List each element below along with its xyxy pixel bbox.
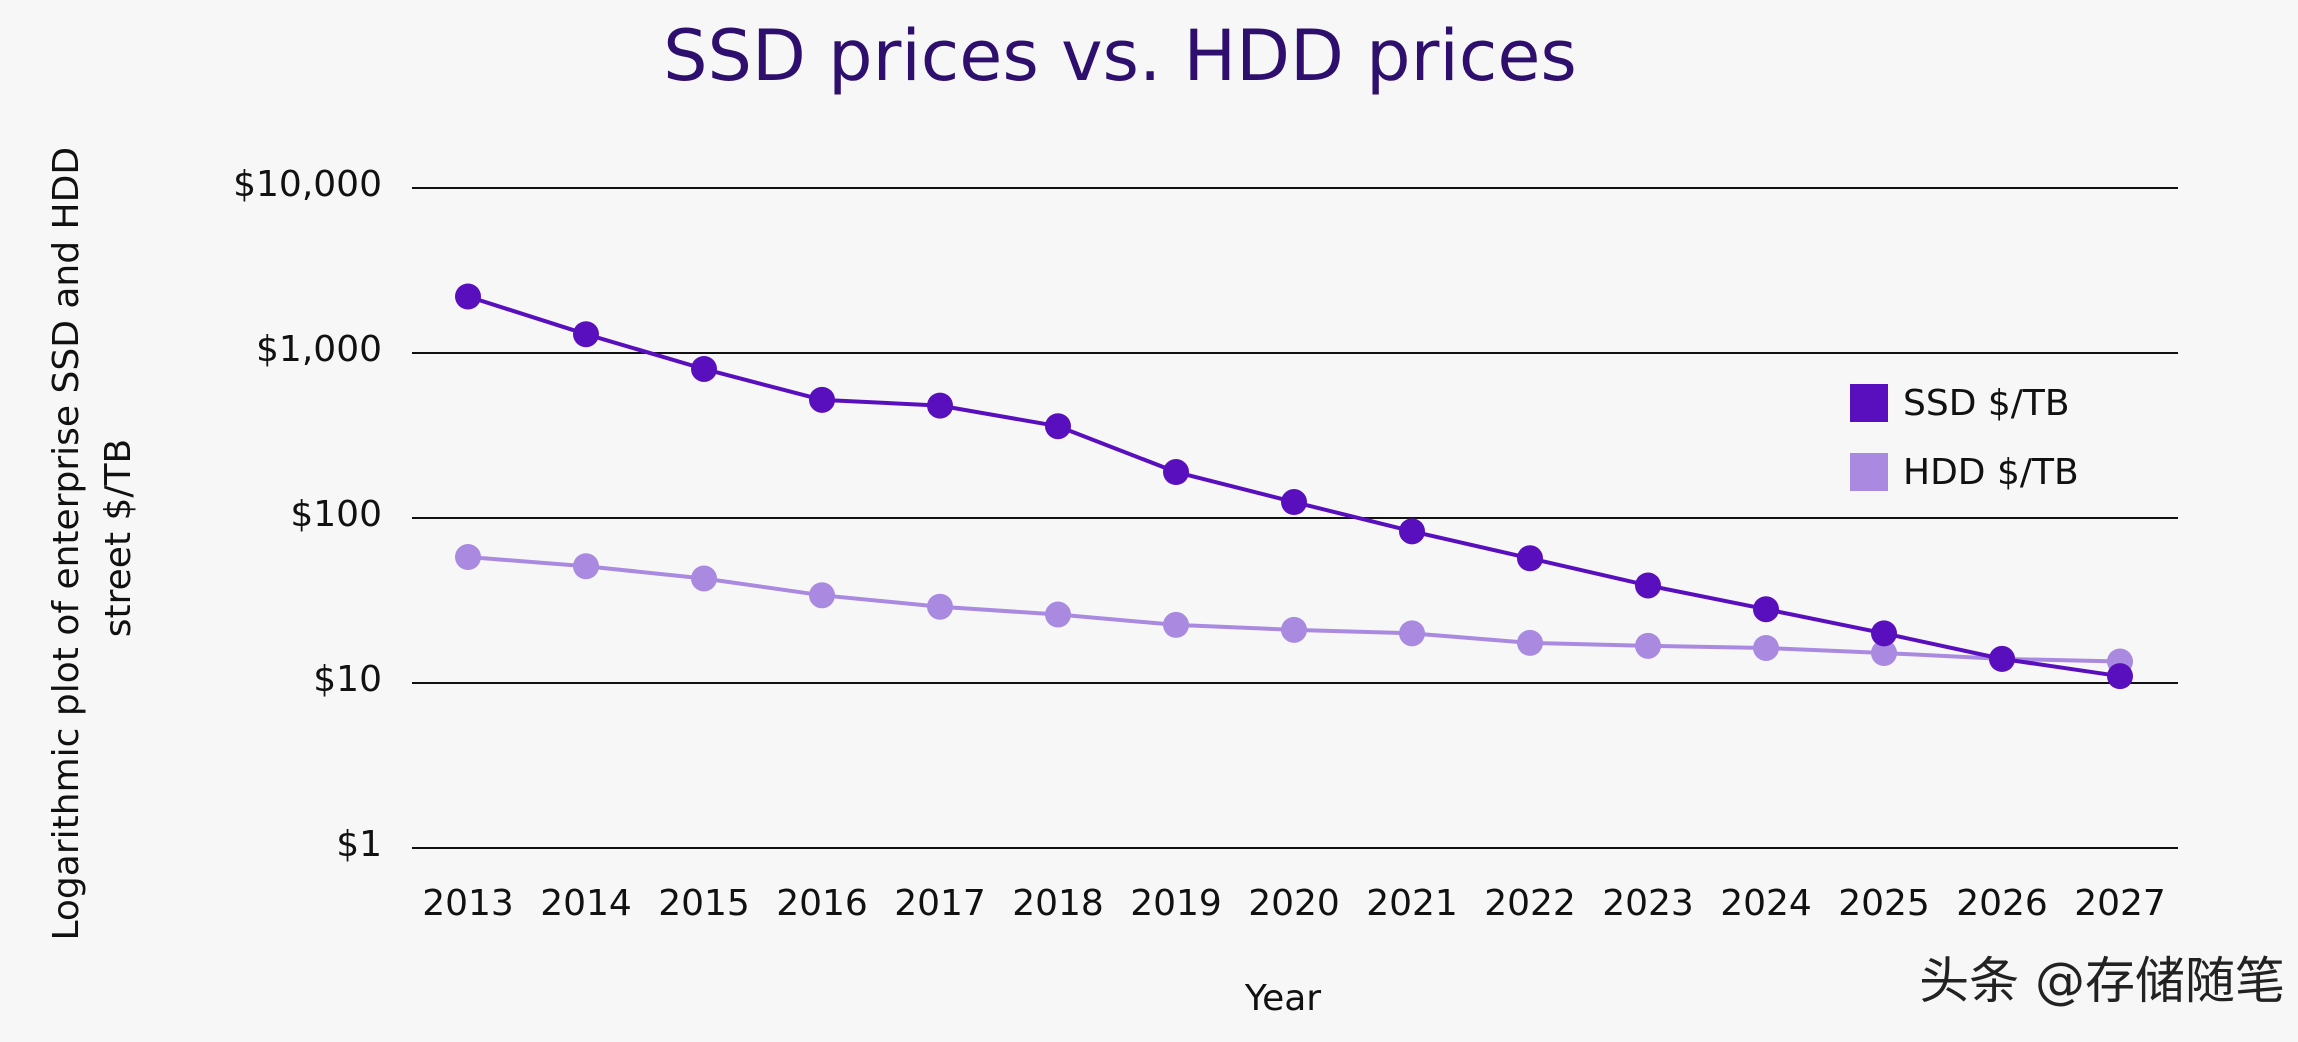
x-tick-label: 2015 xyxy=(658,883,750,924)
data-point-hdd xyxy=(1635,632,1661,659)
x-tick-label: 2020 xyxy=(1248,883,1340,924)
data-point-ssd xyxy=(1635,572,1661,599)
y-tick-label: $10 xyxy=(313,659,382,700)
x-tick-label: 2019 xyxy=(1130,883,1222,924)
data-point-ssd xyxy=(1399,518,1425,545)
data-point-ssd xyxy=(1871,620,1897,647)
legend-label-ssd: SSD $/TB xyxy=(1903,383,2070,424)
legend-swatch-ssd xyxy=(1850,384,1888,422)
x-tick-labels: 2013 2014 2015 2016 2017 2018 2019 2020 2021 2022… xyxy=(422,883,2166,924)
data-point-ssd xyxy=(1163,459,1189,486)
x-tick-label: 2022 xyxy=(1484,883,1576,924)
data-point-ssd xyxy=(1753,596,1779,623)
watermark: 头条 @存储随笔 xyxy=(1919,952,2285,1010)
legend-item-ssd: SSD $/TB xyxy=(1850,383,2070,424)
data-point-hdd xyxy=(1163,611,1189,638)
data-point-hdd xyxy=(455,544,481,571)
x-tick-label: 2025 xyxy=(1838,883,1930,924)
data-point-ssd xyxy=(573,321,599,348)
data-point-ssd xyxy=(809,386,835,413)
data-point-hdd xyxy=(1517,629,1543,656)
x-tick-label: 2024 xyxy=(1720,883,1812,924)
data-point-hdd xyxy=(927,593,953,620)
gridlines xyxy=(412,187,2178,849)
y-tick-label: $100 xyxy=(290,494,382,535)
data-point-hdd xyxy=(1281,616,1307,643)
data-point-ssd xyxy=(1989,645,2015,672)
x-tick-label: 2023 xyxy=(1602,883,1694,924)
data-point-hdd xyxy=(1871,639,1897,666)
legend-swatch-hdd xyxy=(1850,453,1888,491)
data-point-ssd xyxy=(691,355,717,382)
y-tick-label: $1 xyxy=(336,824,382,865)
y-tick-labels: $10,000 $1,000 $100 $10 $1 xyxy=(233,164,382,865)
x-tick-label: 2018 xyxy=(1012,883,1104,924)
y-tick-label: $1,000 xyxy=(256,329,382,370)
x-tick-label: 2014 xyxy=(540,883,632,924)
chart-title: SSD prices vs. HDD prices xyxy=(663,15,1577,97)
y-tick-label: $10,000 xyxy=(233,164,382,205)
y-axis-label-line-1: Logarithmic plot of enterprise SSD and H… xyxy=(46,147,87,941)
data-point-ssd xyxy=(927,392,953,419)
y-axis-label: Logarithmic plot of enterprise SSD and H… xyxy=(46,135,139,940)
data-point-hdd xyxy=(573,553,599,580)
y-axis-label-line-2: street $/TB xyxy=(98,439,139,637)
x-tick-label: 2016 xyxy=(776,883,868,924)
x-axis-label: Year xyxy=(1244,978,1321,1019)
x-tick-label: 2027 xyxy=(2074,883,2166,924)
legend: SSD $/TB HDD $/TB xyxy=(1850,383,2079,493)
data-point-ssd xyxy=(1045,413,1071,440)
data-point-hdd xyxy=(691,565,717,592)
legend-label-hdd: HDD $/TB xyxy=(1903,452,2079,493)
x-tick-label: 2013 xyxy=(422,883,514,924)
data-point-hdd xyxy=(1399,620,1425,647)
data-point-hdd xyxy=(1753,634,1779,661)
data-point-ssd xyxy=(1517,545,1543,572)
series-layer xyxy=(455,283,2133,690)
x-tick-label: 2021 xyxy=(1366,883,1458,924)
x-tick-label: 2026 xyxy=(1956,883,2048,924)
data-point-ssd xyxy=(455,283,481,310)
data-point-hdd xyxy=(1045,601,1071,628)
data-point-hdd xyxy=(809,582,835,609)
x-tick-label: 2017 xyxy=(894,883,986,924)
data-point-ssd xyxy=(1281,489,1307,516)
data-point-ssd xyxy=(2107,663,2133,690)
series-line-hdd xyxy=(467,555,2121,664)
legend-item-hdd: HDD $/TB xyxy=(1850,452,2079,493)
